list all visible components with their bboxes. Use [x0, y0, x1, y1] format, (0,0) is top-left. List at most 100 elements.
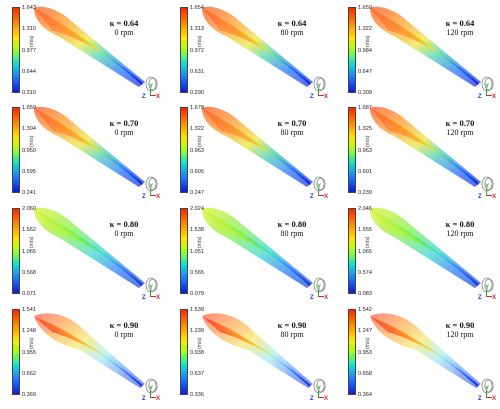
streamline: [219, 28, 311, 85]
rpm-label: 0 rpm: [114, 128, 134, 137]
streamline: [219, 229, 311, 286]
colorbar-tick: 0.595: [22, 169, 36, 175]
colorbar-unit: (m/s): [365, 337, 371, 349]
streamline: [47, 225, 143, 285]
velocity-panel: 1.678 1.322 0.963 0.605 0.247 (m/s) κ = 0.70 80…: [168, 102, 330, 201]
velocity-panel: 1.687 1.325 0.963 0.601 0.239 (m/s) κ = 0.70 12…: [336, 102, 498, 201]
colorbar-tick: 1.065: [358, 249, 372, 255]
colorbar: [348, 208, 356, 294]
outlet-ring: [484, 177, 494, 191]
axis-z-label: Z: [478, 194, 482, 200]
streamline: [383, 225, 479, 285]
outlet-ring: [481, 76, 493, 92]
colorbar: [12, 208, 20, 294]
colorbar-unit: (m/s): [29, 35, 35, 47]
colorbar-tick: 0.644: [22, 69, 36, 75]
streamline: [215, 24, 311, 84]
colorbar-tick: 0.247: [190, 190, 204, 196]
case-label: κ = 0.80 120 rpm: [430, 219, 490, 239]
case-label: κ = 0.90 80 rpm: [262, 320, 322, 340]
axis-x-label: X: [492, 295, 497, 301]
rpm-label: 0 rpm: [114, 330, 134, 339]
colorbar-tick: 0.662: [22, 371, 36, 377]
axis-z-label: Z: [142, 94, 146, 100]
axis-z-label: Z: [310, 94, 314, 100]
rpm-label: 120 rpm: [446, 28, 474, 37]
streamline: [387, 229, 479, 286]
colorbar-tick: 1.654: [190, 5, 204, 11]
streamline: [47, 24, 143, 84]
kappa-label: κ = 0.70: [277, 118, 307, 128]
colorbar-tick: 0.241: [22, 190, 36, 196]
colorbar-unit: (m/s): [365, 236, 371, 248]
case-label: κ = 0.64 120 rpm: [430, 18, 490, 38]
axis-x-label: X: [324, 94, 329, 100]
outlet-ring: [484, 278, 494, 292]
colorbar-tick: 1.687: [358, 105, 372, 111]
outlet-ring: [481, 378, 493, 394]
outlet-ring: [313, 76, 325, 92]
case-label: κ = 0.90 0 rpm: [94, 320, 154, 340]
kappa-label: κ = 0.64: [109, 18, 139, 28]
colorbar-tick: 1.678: [190, 105, 204, 111]
colorbar-tick: 0.955: [22, 350, 36, 356]
colorbar: [180, 208, 188, 294]
rpm-label: 80 rpm: [280, 229, 304, 238]
streamline: [219, 331, 311, 387]
outlet-ring: [316, 278, 326, 292]
outlet-ring: [313, 378, 325, 394]
streamline: [383, 124, 479, 184]
velocity-panel: 1.542 1.247 0.953 0.658 0.364 (m/s) κ = 0.90 12…: [336, 304, 498, 403]
colorbar-tick: 1.065: [22, 249, 36, 255]
velocity-panel: 1.654 1.313 0.972 0.631 0.290 (m/s) κ = 0.64 80…: [168, 2, 330, 101]
axis-x-label: X: [324, 396, 329, 402]
colorbar-tick: 0.290: [190, 90, 204, 96]
streamline: [49, 126, 143, 185]
case-label: κ = 0.80 0 rpm: [94, 219, 154, 239]
streamline: [387, 128, 479, 185]
streamline-plot: [202, 313, 326, 394]
kappa-label: κ = 0.70: [109, 118, 139, 128]
outlet-ring: [145, 76, 157, 92]
colorbar-tick: 0.658: [358, 371, 372, 377]
axis-y-label: Y: [317, 386, 322, 392]
colorbar: [180, 7, 188, 93]
streamline-plot: [34, 6, 158, 92]
colorbar-unit: (m/s): [197, 35, 203, 47]
velocity-panel: 2.060 1.562 1.065 0.568 0.071 (m/s) κ = 0.80 0 …: [0, 203, 162, 302]
streamline-plot: [202, 6, 326, 92]
kappa-label: κ = 0.80: [445, 219, 475, 229]
rpm-label: 80 rpm: [280, 330, 304, 339]
axis-z-label: Z: [478, 396, 482, 402]
colorbar-unit: (m/s): [365, 135, 371, 147]
outlet-ring: [481, 176, 493, 192]
rpm-label: 80 rpm: [280, 128, 304, 137]
axis-x-label: X: [492, 94, 497, 100]
colorbar-tick: 2.024: [190, 206, 204, 212]
rpm-label: 120 rpm: [446, 128, 474, 137]
streamline-plot: [370, 6, 494, 92]
streamline: [217, 26, 311, 85]
case-label: κ = 0.64 0 rpm: [94, 18, 154, 38]
case-label: κ = 0.70 0 rpm: [94, 118, 154, 138]
colorbar-tick: 0.605: [190, 169, 204, 175]
outlet-ring: [148, 77, 158, 91]
outlet-ring: [313, 277, 325, 293]
case-label: κ = 0.64 80 rpm: [262, 18, 322, 38]
velocity-panel: 1.659 1.304 0.950 0.595 0.241 (m/s) κ = 0.70 0 …: [0, 102, 162, 201]
colorbar-tick: 1.310: [22, 26, 36, 32]
colorbar: [12, 309, 20, 395]
kappa-label: κ = 0.90: [445, 320, 475, 330]
colorbar-tick: 0.647: [358, 69, 372, 75]
axis-z-label: Z: [478, 94, 482, 100]
axis-x-label: X: [492, 194, 497, 200]
colorbar-tick: 1.322: [190, 126, 204, 132]
colorbar-tick: 0.972: [190, 48, 204, 54]
streamline: [49, 227, 143, 286]
